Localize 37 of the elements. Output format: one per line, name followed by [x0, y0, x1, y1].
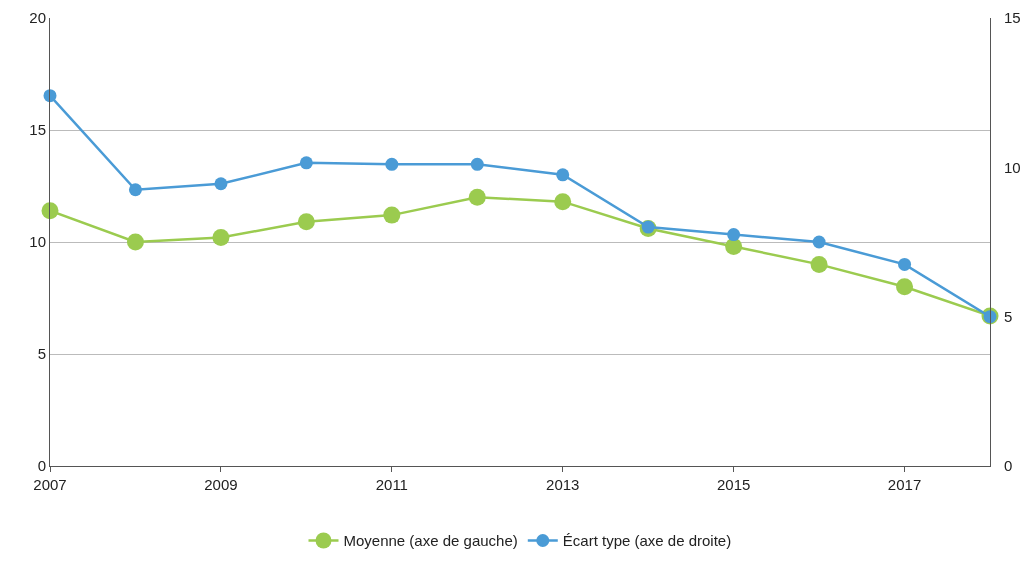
- point: [896, 278, 914, 296]
- point: [898, 257, 912, 271]
- point: [41, 202, 59, 220]
- y-tick-label: 0: [37, 457, 46, 475]
- y2-tick-label: 0: [1004, 457, 1013, 475]
- x-tick-label: 2011: [375, 476, 408, 493]
- y-tick-label: 20: [29, 9, 46, 27]
- point: [126, 233, 144, 251]
- x-tick-label: 2007: [33, 476, 67, 493]
- point: [725, 237, 743, 255]
- y2-tick-label: 10: [1004, 158, 1021, 176]
- point: [812, 235, 826, 249]
- point: [470, 157, 484, 171]
- point: [212, 229, 230, 247]
- legend-label: Moyenne (axe de gauche): [343, 532, 518, 550]
- x-tick-label: 2017: [887, 476, 922, 493]
- y2-tick-label: 5: [1004, 307, 1013, 325]
- point: [297, 213, 315, 231]
- y2-tick-label: 15: [1004, 9, 1021, 27]
- point: [383, 206, 401, 224]
- point: [299, 156, 313, 170]
- point: [810, 255, 828, 273]
- legend-label: Écart type (axe de droite): [562, 532, 732, 550]
- x-tick-label: 2009: [204, 476, 238, 493]
- point: [128, 183, 142, 197]
- point: [468, 188, 486, 206]
- y-tick-label: 5: [37, 345, 46, 363]
- y-tick-label: 10: [29, 233, 46, 251]
- point: [214, 177, 228, 191]
- point: [385, 157, 399, 171]
- x-tick-label: 2015: [716, 476, 751, 493]
- y-tick-label: 15: [29, 121, 46, 139]
- point: [727, 228, 741, 242]
- point: [556, 168, 570, 182]
- point: [554, 193, 572, 211]
- x-tick-label: 2013: [546, 476, 580, 493]
- point: [641, 220, 655, 234]
